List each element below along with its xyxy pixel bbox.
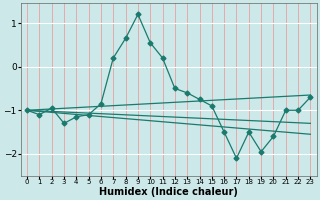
X-axis label: Humidex (Indice chaleur): Humidex (Indice chaleur) [99,187,238,197]
